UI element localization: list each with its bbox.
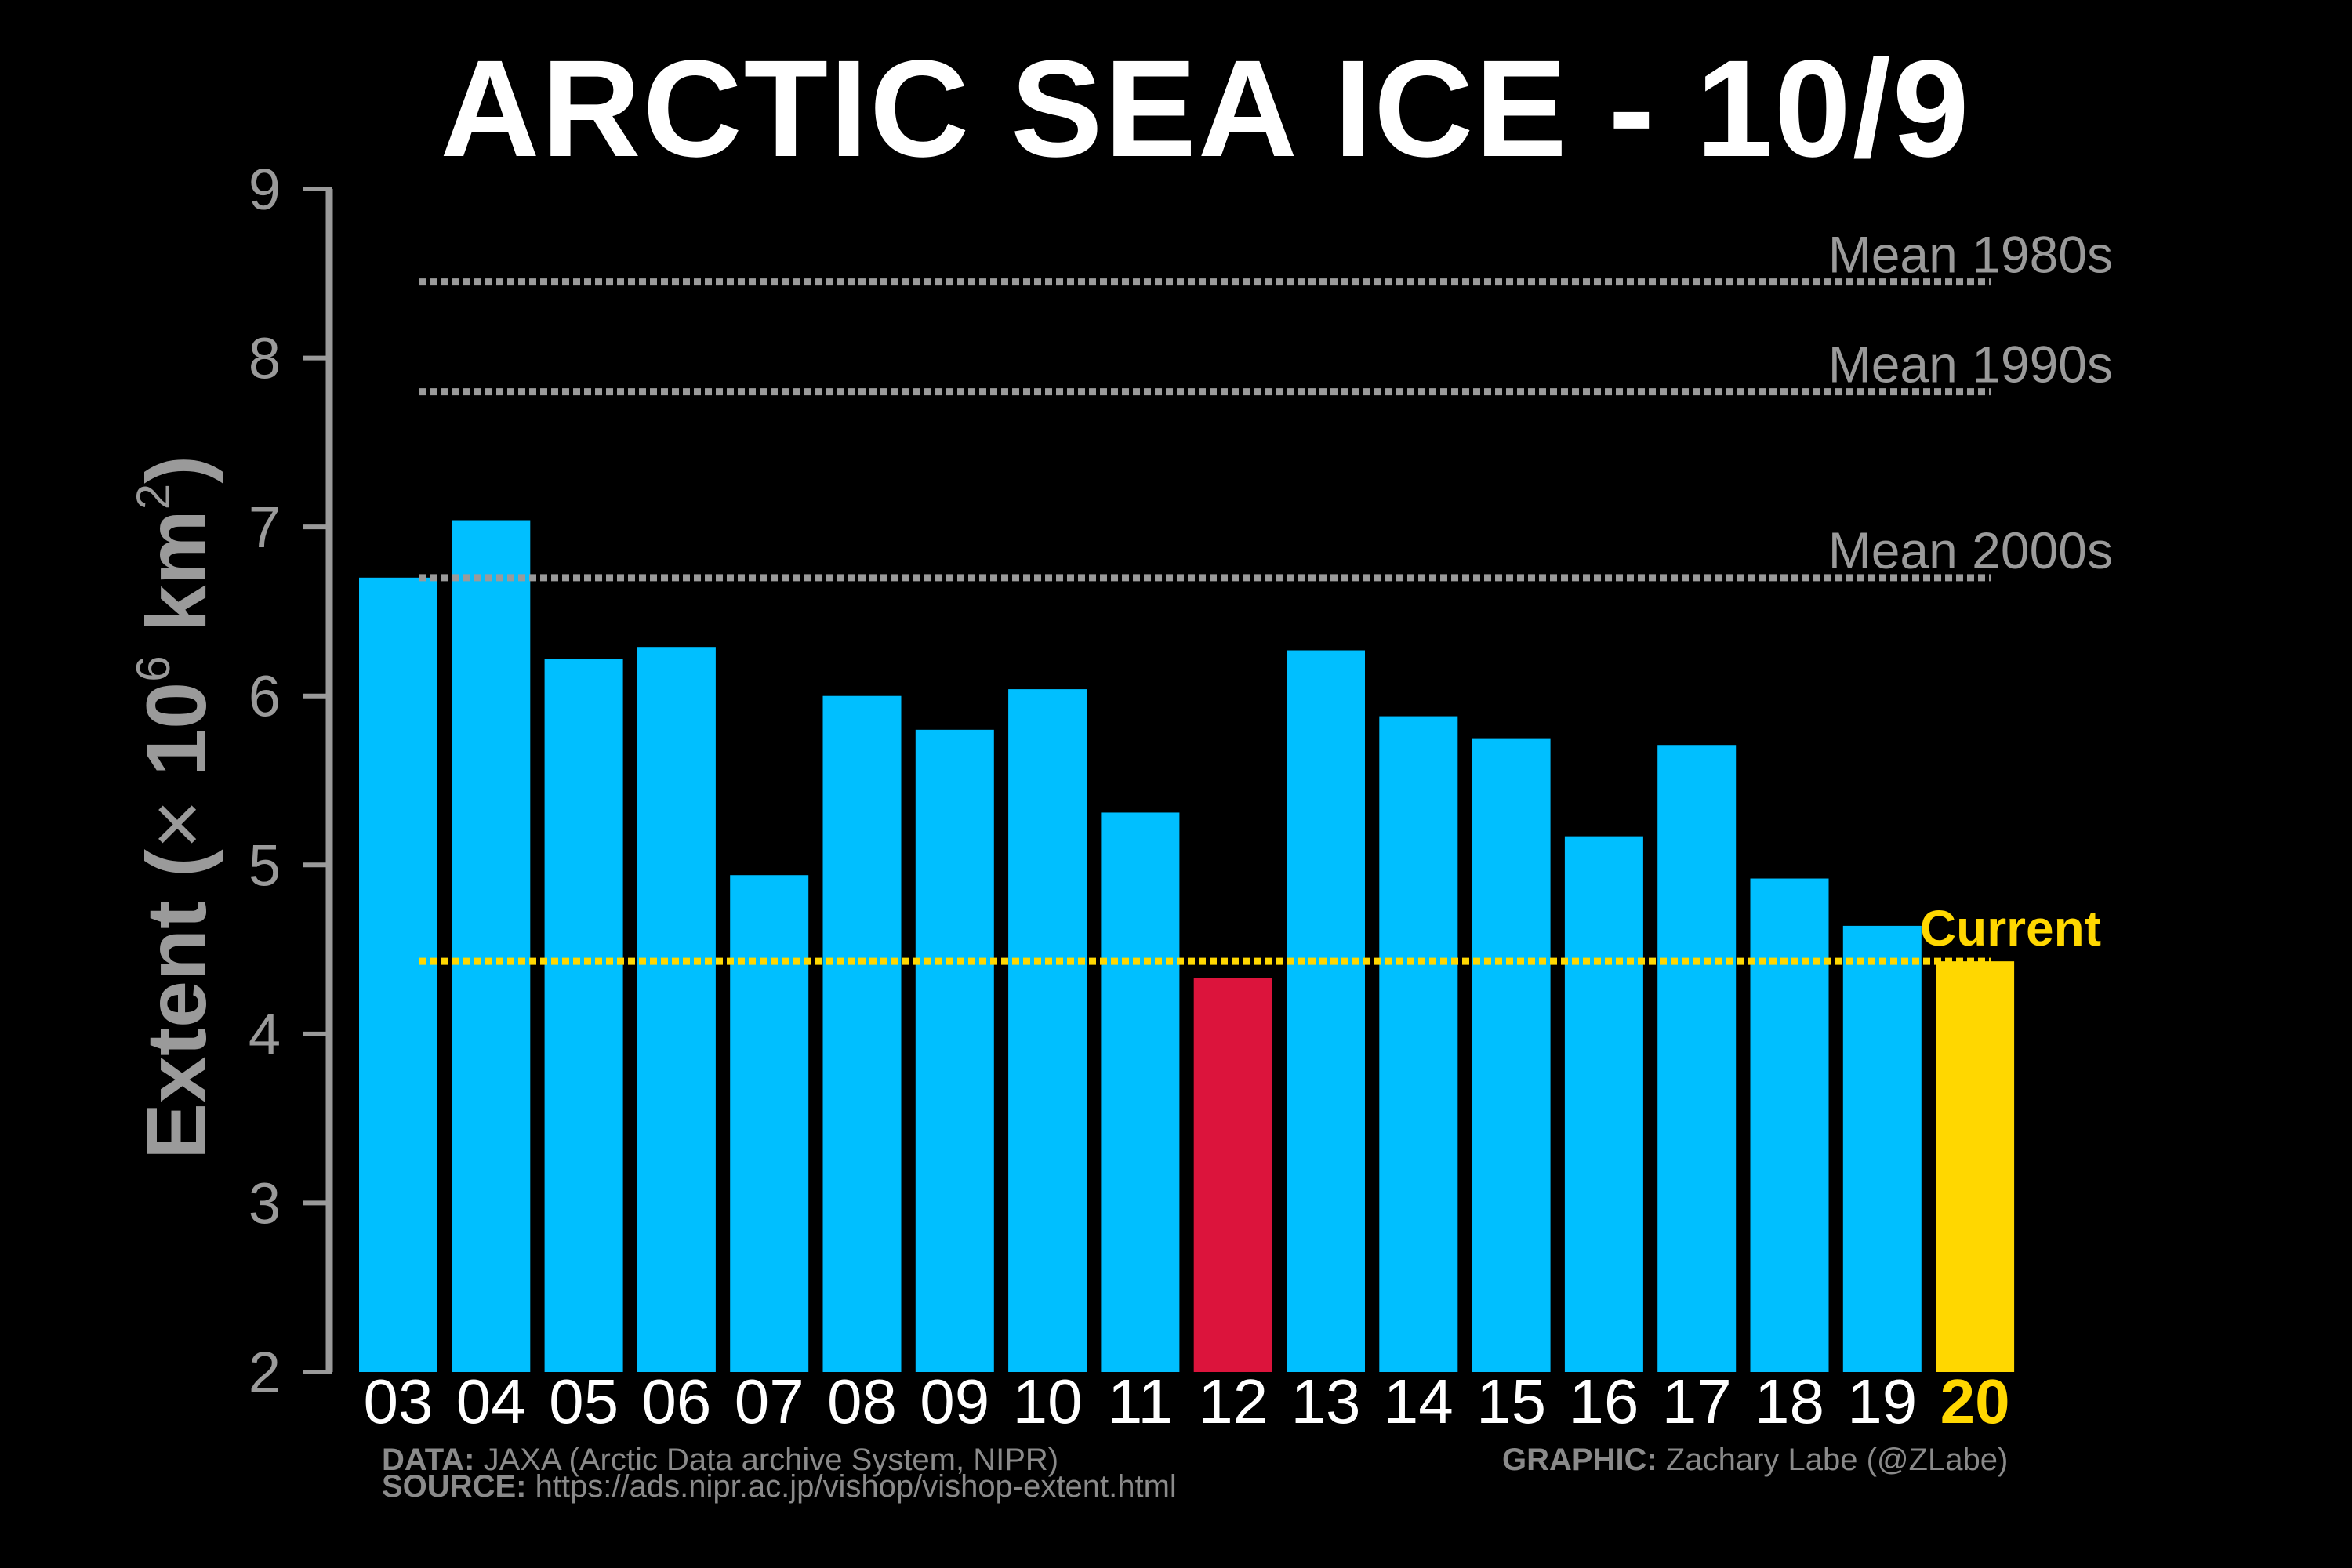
x-tick-label-current: 20 — [1940, 1367, 2010, 1436]
y-label-unit-exponent: 2 — [127, 484, 180, 510]
source-credit-label: SOURCE: — [382, 1469, 527, 1504]
bar — [1008, 689, 1087, 1372]
current-line-label: Current — [1920, 900, 2101, 956]
y-tick-label: 8 — [249, 326, 281, 391]
y-label-ten: 10 — [129, 682, 223, 800]
data-credit: DATA: JAXA (Arctic Data archive System, … — [382, 1443, 1058, 1478]
x-tick-label: 16 — [1569, 1367, 1639, 1436]
x-tick-label: 11 — [1108, 1367, 1173, 1436]
bar-minimum — [1193, 978, 1272, 1372]
bar — [1101, 812, 1180, 1372]
reference-line-label: Mean 1980s — [1828, 226, 2113, 284]
x-tick-label: 10 — [1013, 1367, 1083, 1436]
bar — [1564, 836, 1643, 1372]
x-tick-label: 18 — [1755, 1367, 1824, 1436]
bar — [1472, 738, 1551, 1372]
x-tick-label: 17 — [1662, 1367, 1732, 1436]
graphic-credit: GRAPHIC: Zachary Labe (@ZLabe) — [1502, 1443, 2008, 1478]
y-label-close: ) — [129, 456, 223, 484]
x-tick-label: 05 — [549, 1367, 619, 1436]
reference-line-label: Mean 1990s — [1828, 336, 2113, 394]
y-tick-label: 3 — [249, 1171, 281, 1236]
source-credit-text: https://ads.nipr.ac.jp/vishop/vishop-ext… — [526, 1469, 1177, 1504]
graphic-credit-label: GRAPHIC: — [1502, 1443, 1657, 1477]
x-tick-label: 15 — [1476, 1367, 1546, 1436]
bar — [544, 659, 623, 1372]
bar — [822, 695, 902, 1372]
bar — [1842, 925, 1922, 1372]
y-tick-label: 7 — [249, 495, 281, 560]
graphic-credit-text: Zachary Labe (@ZLabe) — [1657, 1443, 2009, 1477]
chart-title: ARCTIC SEA ICE - 10/9 — [440, 32, 1971, 186]
bar — [452, 520, 531, 1372]
y-tick-label: 4 — [249, 1002, 281, 1067]
source-credit: SOURCE: https://ads.nipr.ac.jp/vishop/vi… — [382, 1469, 1177, 1504]
x-tick-label: 04 — [456, 1367, 526, 1436]
bar-current — [1936, 961, 2015, 1372]
y-axis-label: Extent (× 106 km2) — [127, 456, 223, 1160]
bar — [915, 729, 994, 1372]
x-tick-label: 09 — [920, 1367, 989, 1436]
x-tick-label: 07 — [735, 1367, 804, 1436]
data-credit-label: DATA: — [382, 1443, 475, 1477]
bar — [1657, 745, 1737, 1372]
bar — [637, 647, 716, 1372]
x-tick-label: 08 — [827, 1367, 897, 1436]
x-tick-label: 14 — [1384, 1367, 1454, 1436]
y-tick-label: 5 — [249, 833, 281, 898]
x-tick-label: 06 — [641, 1367, 711, 1436]
bar — [1750, 878, 1829, 1372]
data-credit-text: JAXA (Arctic Data archive System, NIPR) — [474, 1443, 1059, 1477]
x-tick-label: 19 — [1847, 1367, 1917, 1436]
y-label-times: × — [129, 800, 223, 849]
x-tick-label: 13 — [1291, 1367, 1361, 1436]
bar — [1287, 650, 1365, 1372]
x-tick-label: 12 — [1198, 1367, 1268, 1436]
y-label-exponent: 6 — [127, 655, 180, 681]
bar — [359, 577, 437, 1372]
y-tick-label: 9 — [249, 157, 281, 222]
y-label-unit: km — [129, 510, 223, 655]
x-tick-label: 03 — [364, 1367, 434, 1436]
bar — [1379, 716, 1458, 1372]
y-tick-label: 6 — [249, 664, 281, 729]
y-tick-label: 2 — [249, 1340, 281, 1405]
reference-line-label: Mean 2000s — [1828, 521, 2113, 579]
y-label-base: Extent ( — [129, 849, 223, 1160]
bar — [730, 875, 809, 1372]
